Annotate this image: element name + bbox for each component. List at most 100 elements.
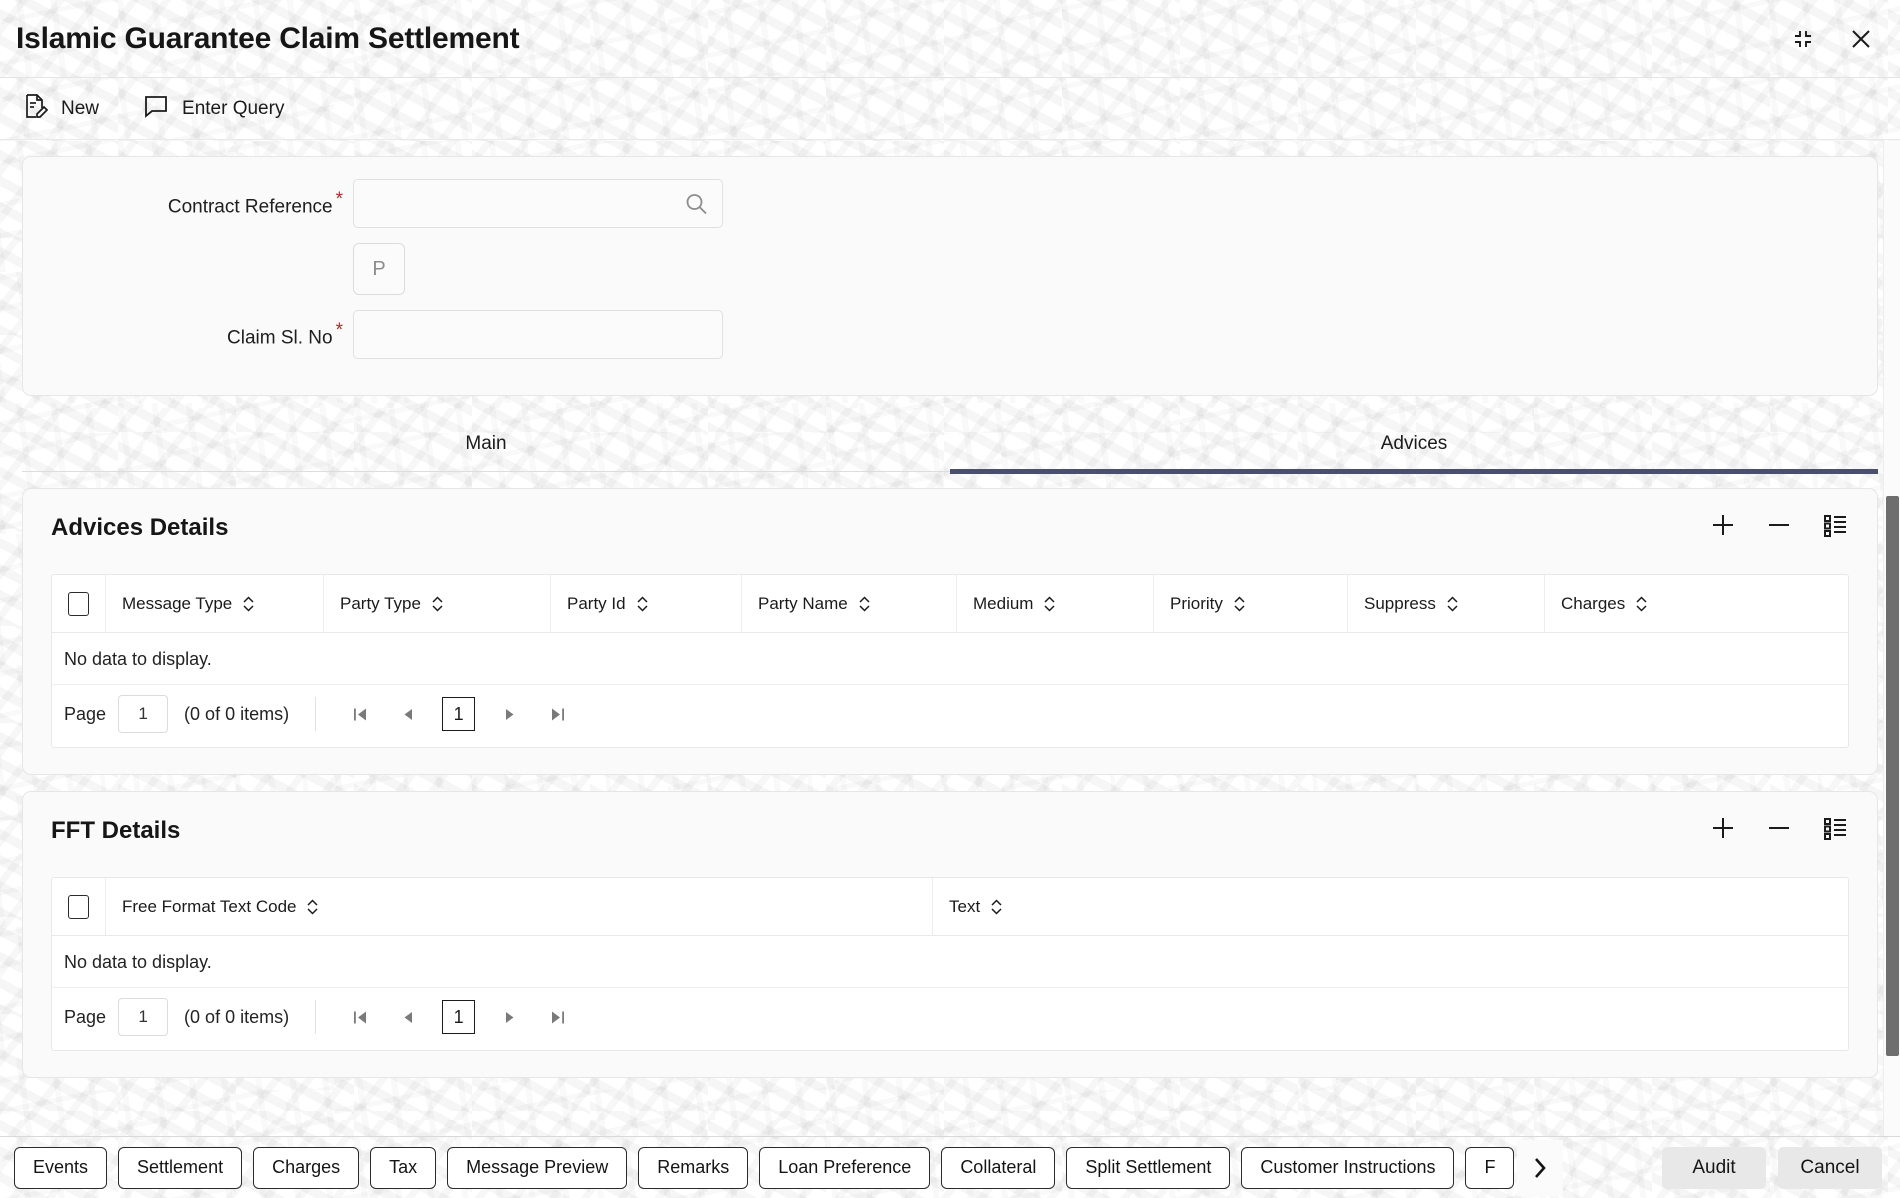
claim-sl-no-input[interactable] [353,310,723,359]
advices-pager: Page (0 of 0 items) 1 [52,685,1848,747]
sort-icon[interactable] [636,595,649,613]
p-button[interactable]: P [353,243,405,295]
vertical-scrollbar[interactable] [1883,141,1900,1136]
events-button[interactable]: Events [14,1146,108,1189]
minus-icon[interactable] [1765,511,1793,544]
contract-reference-input[interactable] [353,179,723,228]
message-preview-button[interactable]: Message Preview [447,1146,628,1189]
tab-advices[interactable]: Advices [950,433,1878,474]
first-page-button[interactable] [342,697,378,731]
fft-empty-message: No data to display. [52,936,1848,988]
new-label: New [61,97,100,119]
column-free-format-text-code[interactable]: Free Format Text Code [106,878,933,935]
column-text[interactable]: Text [933,878,1848,935]
collapse-icon[interactable] [1786,22,1820,56]
advices-section-title: Advices Details [51,513,229,541]
column-priority[interactable]: Priority [1154,575,1348,632]
sort-icon[interactable] [306,898,319,916]
advices-grid-header: Message Type Party Type Party Id Party N… [52,575,1848,633]
advices-empty-message: No data to display. [52,633,1848,685]
sort-icon[interactable] [858,595,871,613]
p-button-row: P [23,243,1877,295]
column-charges[interactable]: Charges [1545,575,1848,632]
column-party-id[interactable]: Party Id [551,575,742,632]
fft-grid: Free Format Text Code Text No data to di… [51,877,1849,1051]
sort-icon[interactable] [431,595,444,613]
charges-button[interactable]: Charges [253,1146,360,1189]
select-all-cell [52,878,106,935]
column-party-name[interactable]: Party Name [742,575,957,632]
cancel-button[interactable]: Cancel [1778,1146,1882,1189]
customer-instructions-button[interactable]: Customer Instructions [1241,1146,1455,1189]
prev-page-button[interactable] [390,1000,426,1034]
column-label: Party Name [758,593,848,613]
page-label: Page [64,1006,107,1027]
sort-icon[interactable] [1233,595,1246,613]
partial-button[interactable]: F [1465,1146,1515,1189]
close-icon[interactable] [1844,22,1878,56]
footer-button-bar: Events Settlement Charges Tax Message Pr… [0,1136,1900,1198]
minus-icon[interactable] [1765,814,1793,847]
collateral-button[interactable]: Collateral [941,1146,1056,1189]
select-all-checkbox[interactable] [68,894,89,919]
plus-icon[interactable] [1709,814,1737,847]
item-count-text: (0 of 0 items) [184,1006,290,1027]
page-title: Islamic Guarantee Claim Settlement [16,21,520,55]
footer-primary-actions: Audit Cancel [1662,1146,1882,1189]
page-label: Page [64,703,107,724]
list-view-icon[interactable] [1821,511,1849,544]
scrollbar-thumb[interactable] [1886,496,1899,1056]
last-page-button[interactable] [539,697,575,731]
search-icon[interactable] [684,191,709,216]
sort-icon[interactable] [1635,595,1648,613]
select-all-checkbox[interactable] [68,591,89,616]
column-suppress[interactable]: Suppress [1348,575,1545,632]
audit-button[interactable]: Audit [1662,1146,1766,1189]
chevron-right-icon[interactable] [1517,1139,1563,1196]
remarks-button[interactable]: Remarks [638,1146,749,1189]
prev-page-button[interactable] [390,697,426,731]
column-message-type[interactable]: Message Type [106,575,324,632]
advices-details-section: Advices Details [22,488,1878,775]
action-toolbar: New Enter Query [0,78,1900,140]
required-marker: * [335,188,343,210]
sort-icon[interactable] [1446,595,1459,613]
first-page-button[interactable] [342,1000,378,1034]
current-page-indicator[interactable]: 1 [442,697,476,731]
sort-icon[interactable] [990,898,1003,916]
next-page-button[interactable] [491,1000,527,1034]
new-button[interactable]: New [22,93,99,125]
column-party-type[interactable]: Party Type [324,575,551,632]
sort-icon[interactable] [1043,595,1056,613]
enter-query-button[interactable]: Enter Query [143,94,284,124]
content-area: Contract Reference * P [0,141,1900,1136]
claim-sl-no-row: Claim Sl. No * [23,310,1877,359]
enter-query-label: Enter Query [182,97,285,119]
select-all-cell [52,575,106,632]
fft-pager: Page (0 of 0 items) 1 [52,988,1848,1050]
page-number-input[interactable] [118,695,169,733]
fft-details-section: FFT Details [22,791,1878,1078]
column-label: Charges [1561,593,1626,613]
advices-grid: Message Type Party Type Party Id Party N… [51,574,1849,748]
window-controls [1786,22,1878,56]
next-page-button[interactable] [491,697,527,731]
split-settlement-button[interactable]: Split Settlement [1066,1146,1231,1189]
sort-icon[interactable] [242,595,255,613]
loan-preference-button[interactable]: Loan Preference [759,1146,931,1189]
speech-bubble-icon [143,94,169,124]
settlement-button[interactable]: Settlement [118,1146,243,1189]
column-medium[interactable]: Medium [957,575,1154,632]
tab-main[interactable]: Main [465,433,507,454]
last-page-button[interactable] [539,1000,575,1034]
list-view-icon[interactable] [1821,814,1849,847]
column-label: Text [949,896,981,916]
current-page-indicator[interactable]: 1 [442,1000,476,1034]
page-number-input[interactable] [118,998,169,1036]
p-button-wrap: P [353,243,723,295]
plus-icon[interactable] [1709,511,1737,544]
claim-sl-no-label: Claim Sl. No * [23,320,353,349]
tax-button[interactable]: Tax [370,1146,437,1189]
fft-section-tools [1709,814,1849,847]
